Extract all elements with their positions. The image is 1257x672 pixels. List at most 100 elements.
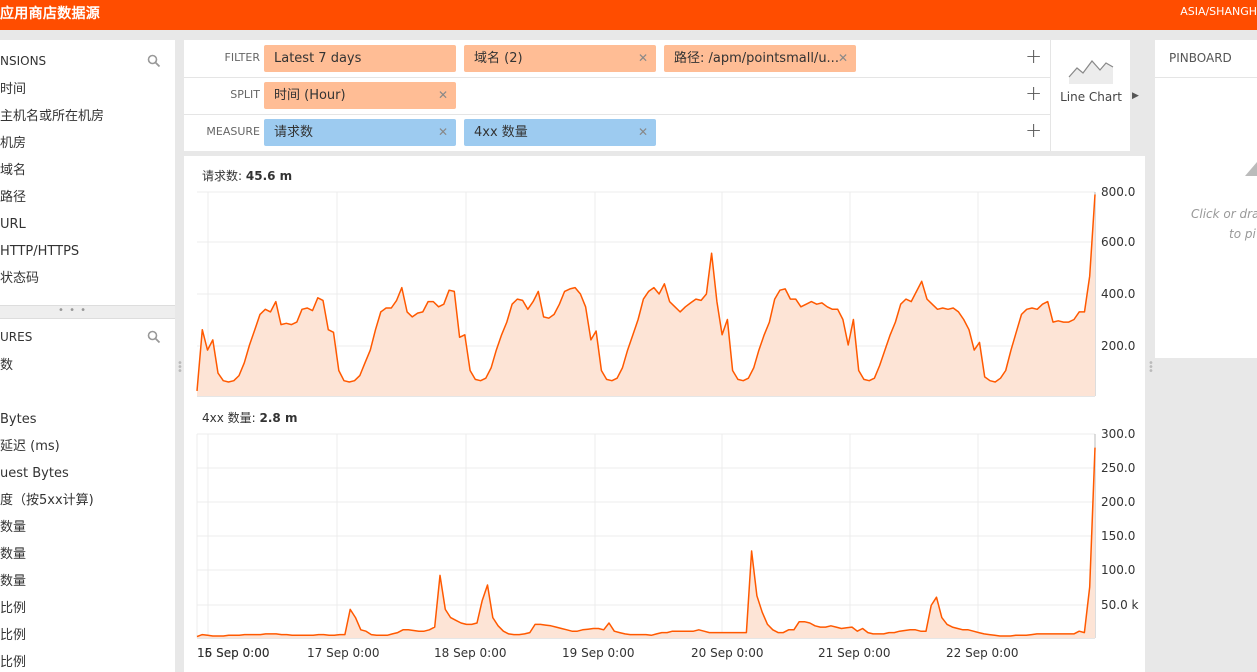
split-pill-time[interactable]: 时间 (Hour) ✕	[264, 82, 456, 109]
pill-label: Latest 7 days	[274, 51, 362, 66]
visualization-selector[interactable]: Line Chart	[1050, 40, 1131, 151]
measure-item[interactable]: 数量	[0, 520, 27, 535]
app-header: 应用商店数据源 ASIA/SHANGH	[0, 0, 1257, 30]
x-tick-label: 15 Sep 0:00	[197, 646, 269, 660]
measure-item[interactable]	[0, 379, 175, 406]
x-tick-label: 17 Sep 0:00	[307, 646, 379, 660]
expand-right-icon[interactable]: ▶	[1132, 91, 1139, 101]
left-panel: NSIONS 时间 主机名或所在机房 机房 域名 路径 URL HTTP/HTTPS 状态码 …	[0, 40, 175, 672]
datasource-title[interactable]: 应用商店数据源	[0, 6, 101, 22]
left-resize-grip[interactable]: • • •	[177, 358, 183, 377]
y-tick-label: 250.0	[1101, 461, 1135, 475]
y-tick-label: 100.0	[1101, 563, 1135, 577]
remove-icon[interactable]: ✕	[437, 125, 448, 139]
right-resize-grip[interactable]: • • •	[1148, 358, 1154, 377]
dimension-item[interactable]: 状态码	[0, 271, 40, 286]
x-tick-label: 21 Sep 0:00	[818, 646, 890, 660]
measure-item[interactable]: uest Bytes	[0, 466, 69, 481]
measure-item[interactable]: 比例	[0, 628, 27, 643]
visualization-label: Line Chart	[1060, 90, 1122, 104]
series-line	[196, 447, 1096, 638]
pill-label: 域名 (2)	[474, 51, 523, 66]
dimension-item[interactable]: 时间	[0, 82, 27, 97]
dimension-item[interactable]: URL	[0, 217, 26, 232]
pin-arrow-icon	[1245, 162, 1257, 176]
y-tick-label: 150.0	[1101, 529, 1135, 543]
dimension-item[interactable]: 机房	[0, 136, 27, 151]
filter-row: FILTER Latest 7 days 域名 (2) ✕ 路径: /apm/po…	[184, 40, 1050, 78]
measure-item[interactable]: 延迟 (ms)	[0, 439, 60, 454]
measure-item[interactable]: 比例	[0, 655, 27, 670]
filter-pill-time[interactable]: Latest 7 days	[264, 45, 456, 72]
chart1-title: 请求数: 45.6 m	[202, 169, 293, 183]
split-label: SPLIT	[230, 88, 260, 101]
filter-pill-path[interactable]: 路径: /apm/pointsmall/u... ✕	[664, 45, 856, 72]
search-icon[interactable]	[147, 54, 161, 68]
y-tick-label: 800.0	[1101, 185, 1135, 199]
filter-label: FILTER	[224, 51, 261, 64]
panel-resize-handle[interactable]: • • •	[0, 305, 175, 319]
chart2-title: 4xx 数量: 2.8 m	[202, 411, 298, 425]
x-tick-label: 20 Sep 0:00	[691, 646, 763, 660]
pill-label: 路径: /apm/pointsmall/u...	[674, 51, 839, 66]
chart1-title-text: 请求数	[202, 169, 239, 183]
line-chart-icon	[1068, 60, 1114, 84]
y-tick-label: 300.0	[1101, 427, 1135, 441]
dimension-item[interactable]: 主机名或所在机房	[0, 109, 105, 124]
measures-title: URES	[0, 330, 33, 344]
pill-label: 4xx 数量	[474, 125, 528, 140]
remove-icon[interactable]: ✕	[437, 88, 448, 102]
dimensions-header: NSIONS	[0, 54, 175, 72]
measures-list: 数 Bytes 延迟 (ms) uest Bytes 度（按5xx计算) 数量 数量 数量 比例…	[0, 352, 175, 672]
chart2-total: 2.8 m	[259, 411, 298, 425]
dimension-item[interactable]: HTTP/HTTPS	[0, 244, 80, 259]
chart-area: 请求数: 45.6 m 4xx 数量: 2.8 m 800.0 600.0 400.…	[184, 156, 1145, 672]
pill-label: 时间 (Hour)	[274, 88, 346, 103]
dimensions-list: 时间主机名或所在机房 机房域名路径 URL HTTP/HTTPS 状态码	[0, 76, 175, 292]
y-tick-label: 600.0	[1101, 235, 1135, 249]
pill-label: 请求数	[274, 125, 314, 140]
filter-pill-domain[interactable]: 域名 (2) ✕	[464, 45, 656, 72]
y-tick-label: 50.0 k	[1101, 598, 1139, 612]
measure-item[interactable]: 数	[0, 358, 14, 373]
measures-header: URES	[0, 330, 175, 348]
add-split-icon[interactable]: +	[1025, 81, 1042, 105]
timezone-selector[interactable]: ASIA/SHANGH	[1180, 5, 1257, 18]
chart1-total: 45.6 m	[245, 169, 293, 183]
measure-pill-4xx[interactable]: 4xx 数量 ✕	[464, 119, 656, 146]
measure-item[interactable]: 比例	[0, 601, 27, 616]
y-tick-label: 200.0	[1101, 495, 1135, 509]
x-tick-label: 18 Sep 0:00	[434, 646, 506, 660]
pinboard-hint: Click or dra to pi	[1191, 204, 1257, 244]
hint-line: Click or dra	[1191, 207, 1257, 221]
pinboard-divider	[1155, 77, 1257, 78]
search-icon[interactable]	[147, 330, 161, 344]
series-area	[197, 447, 1095, 638]
measure-pill-requests[interactable]: 请求数 ✕	[264, 119, 456, 146]
measure-item[interactable]: Bytes	[0, 412, 37, 427]
dimension-item[interactable]: 路径	[0, 190, 27, 205]
x-tick-label: 16 Sep 0:00	[197, 646, 269, 660]
query-toolbar: FILTER Latest 7 days 域名 (2) ✕ 路径: /apm/po…	[184, 40, 1130, 151]
dimension-item[interactable]: 域名	[0, 163, 27, 178]
measure-label: MEASURE	[206, 125, 260, 138]
measure-row: MEASURE 请求数 ✕ 4xx 数量 ✕ +	[184, 114, 1050, 151]
pinboard-panel: PINBOARD Click or dra to pi	[1155, 40, 1257, 358]
y-tick-label: 400.0	[1101, 287, 1135, 301]
series-line	[196, 194, 1096, 391]
hint-line: to pi	[1229, 227, 1256, 241]
measure-item[interactable]: 数量	[0, 574, 27, 589]
remove-icon[interactable]: ✕	[637, 125, 648, 139]
measure-item[interactable]: 数量	[0, 547, 27, 562]
y-tick-label: 200.0	[1101, 339, 1135, 353]
add-filter-icon[interactable]: +	[1025, 44, 1042, 68]
remove-icon[interactable]: ✕	[637, 51, 648, 65]
x-tick-label: 19 Sep 0:00	[562, 646, 634, 660]
x-tick-label: 22 Sep 0:00	[946, 646, 1018, 660]
split-row: SPLIT 时间 (Hour) ✕ +	[184, 77, 1050, 115]
measure-item[interactable]: 度（按5xx计算)	[0, 493, 94, 508]
remove-icon[interactable]: ✕	[837, 51, 848, 65]
line-charts[interactable]: 800.0 600.0 400.0 200.0 300.0 250.0 200.0 150.0…	[184, 156, 1145, 672]
add-measure-icon[interactable]: +	[1025, 118, 1042, 142]
dimensions-title: NSIONS	[0, 54, 47, 68]
